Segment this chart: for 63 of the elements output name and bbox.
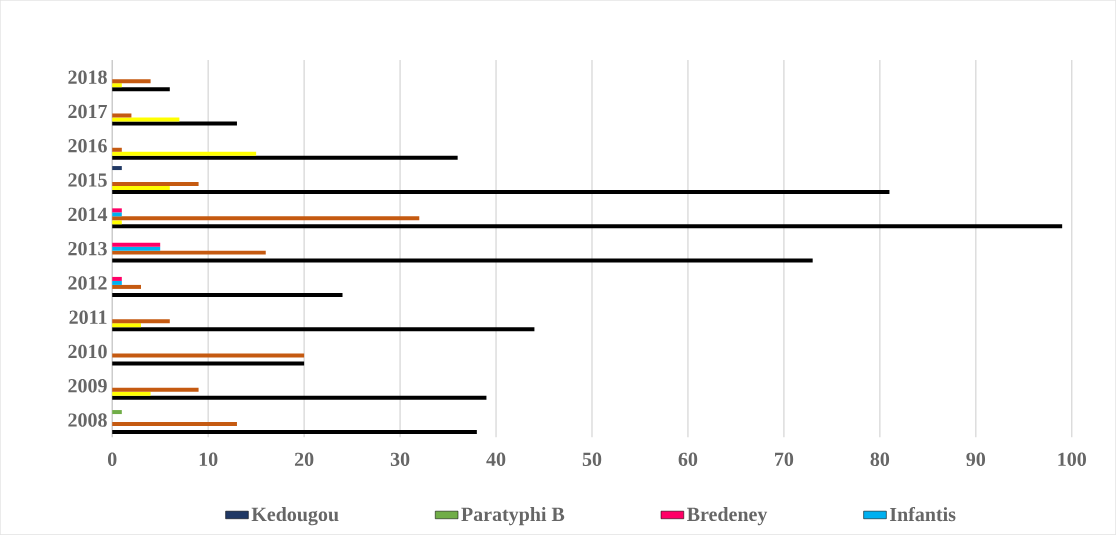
bar bbox=[112, 246, 161, 251]
bar bbox=[112, 242, 161, 247]
y-tick-label: 2013 bbox=[68, 241, 107, 256]
bar bbox=[112, 190, 890, 195]
x-tick-label: 40 bbox=[486, 452, 506, 467]
bar bbox=[112, 182, 199, 187]
bar bbox=[112, 166, 122, 171]
bar bbox=[112, 258, 813, 263]
x-tick-label: 50 bbox=[582, 452, 602, 467]
bar bbox=[112, 284, 142, 289]
y-tick-label: 2011 bbox=[69, 310, 107, 324]
x-tick-label: 90 bbox=[966, 452, 986, 467]
y-tick-label: 2016 bbox=[68, 139, 107, 153]
bar bbox=[112, 327, 535, 332]
bar bbox=[112, 410, 122, 415]
bar bbox=[112, 220, 122, 225]
y-tick-label: 2009 bbox=[68, 379, 107, 393]
x-tick-label: 80 bbox=[870, 452, 890, 467]
bar bbox=[112, 422, 237, 427]
legend-label: Infantis bbox=[889, 506, 956, 522]
bar bbox=[112, 353, 305, 358]
x-tick-label: 70 bbox=[775, 452, 794, 467]
x-tick-label: 100 bbox=[1058, 452, 1086, 467]
y-tick-label: 2014 bbox=[68, 207, 108, 222]
x-tick-label: 30 bbox=[390, 452, 410, 467]
bar bbox=[112, 117, 180, 122]
bar bbox=[112, 208, 122, 213]
bar bbox=[112, 212, 122, 217]
legend-label: Bredeney bbox=[687, 507, 768, 526]
bar bbox=[112, 323, 142, 328]
legend-label: Kedougou bbox=[251, 507, 339, 526]
bar bbox=[112, 155, 458, 160]
bar bbox=[112, 292, 343, 297]
bar bbox=[112, 276, 122, 281]
bar bbox=[112, 361, 305, 366]
bar bbox=[112, 224, 1063, 229]
y-tick-label: 2018 bbox=[68, 70, 107, 84]
bar bbox=[112, 151, 257, 156]
x-tick-label: 10 bbox=[199, 452, 218, 467]
bar bbox=[112, 216, 420, 221]
y-tick-label: 2017 bbox=[68, 104, 108, 119]
bar bbox=[112, 83, 122, 88]
bar bbox=[112, 387, 199, 392]
x-tick-label: 20 bbox=[294, 452, 314, 467]
y-tick-label: 2012 bbox=[68, 276, 107, 290]
x-tick-label: 0 bbox=[107, 452, 117, 467]
bar bbox=[112, 113, 132, 118]
x-tick-label: 60 bbox=[678, 452, 698, 467]
bar bbox=[112, 186, 170, 191]
y-tick-label: 2010 bbox=[68, 344, 107, 359]
y-tick-label: 2008 bbox=[68, 413, 107, 427]
bar bbox=[112, 250, 266, 255]
bar bbox=[112, 147, 122, 152]
y-tick-label: 2015 bbox=[68, 173, 107, 187]
bar bbox=[112, 319, 170, 324]
bar bbox=[112, 395, 487, 400]
bar bbox=[112, 121, 237, 126]
legend-label: Paratyphi B bbox=[461, 507, 565, 526]
bar bbox=[112, 430, 477, 435]
bar bbox=[112, 79, 151, 84]
bar bbox=[112, 280, 122, 285]
bar bbox=[112, 87, 170, 92]
bar bbox=[112, 391, 151, 396]
